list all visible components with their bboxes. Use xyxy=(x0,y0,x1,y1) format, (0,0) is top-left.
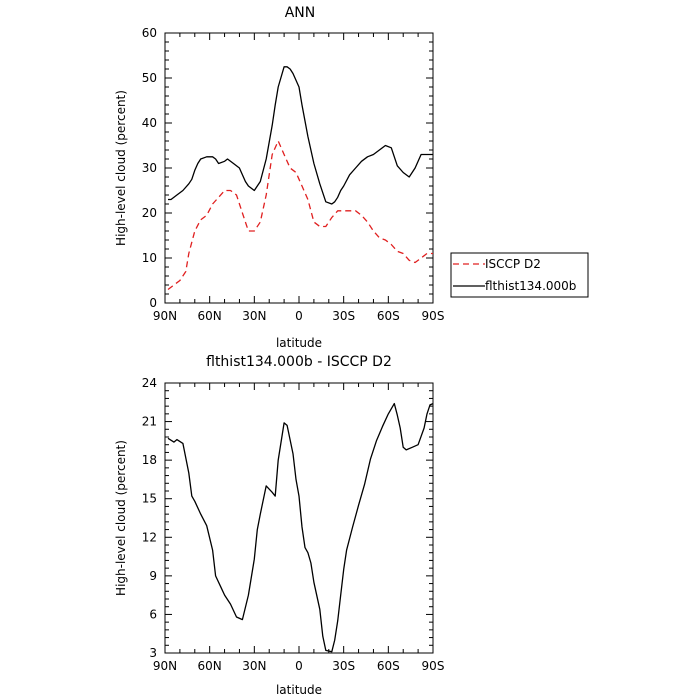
bottom-x-tick-label: 90S xyxy=(422,659,445,673)
bottom-x-tick-label: 30S xyxy=(332,659,355,673)
top-plot-frame xyxy=(164,32,434,304)
bottom-y-tick-label: 9 xyxy=(149,569,157,583)
bottom-x-tick-label: 60S xyxy=(377,659,400,673)
bottom-series-lines xyxy=(167,402,434,653)
top-x-tick-label: 90S xyxy=(422,309,445,323)
bottom-series-line-0 xyxy=(167,402,434,653)
bottom-x-axis-label: latitude xyxy=(276,683,322,697)
bottom-y-tick-label: 3 xyxy=(149,646,157,660)
top-x-tick-label: 60S xyxy=(377,309,400,323)
bottom-x-tick-label: 30N xyxy=(242,659,266,673)
top-x-tick-label: 90N xyxy=(153,309,177,323)
top-panel: ANN 90N 60N 30N 0 30S 60S 90S 0 10 20 30 40 50 60 lat… xyxy=(114,5,589,350)
bottom-y-tick-label: 15 xyxy=(142,492,157,506)
bottom-y-tick-label: 21 xyxy=(142,415,157,429)
legend: ISCCP D2 flthist134.000b xyxy=(450,252,589,298)
top-y-tick-label: 10 xyxy=(142,251,157,265)
top-chart-title: ANN xyxy=(285,5,316,21)
top-x-tick-label: 30S xyxy=(332,309,355,323)
top-series-lines xyxy=(167,66,433,291)
bottom-ticks: 90N 60N 30N 0 30S 60S 90S 3 6 9 12 15 18 21 24 xyxy=(142,376,445,673)
top-y-tick-label: 60 xyxy=(142,26,157,40)
bottom-y-tick-label: 6 xyxy=(149,607,157,621)
top-y-axis-label: High-level cloud (percent) xyxy=(114,90,128,246)
bottom-plot-frame xyxy=(164,382,434,654)
top-ticks: 90N 60N 30N 0 30S 60S 90S 0 10 20 30 40 50 60 xyxy=(142,26,445,323)
bottom-y-tick-label: 12 xyxy=(142,530,157,544)
bottom-panel: flthist134.000b - ISCCP D2 90N 60N 30N 0 30S… xyxy=(114,354,444,697)
top-y-tick-label: 40 xyxy=(142,116,157,130)
bottom-x-tick-label: 0 xyxy=(295,659,303,673)
top-y-tick-label: 0 xyxy=(149,296,157,310)
top-x-axis-label: latitude xyxy=(276,336,322,350)
bottom-y-axis-label: High-level cloud (percent) xyxy=(114,440,128,596)
top-x-tick-label: 60N xyxy=(198,309,222,323)
bottom-x-tick-label: 60N xyxy=(198,659,222,673)
bottom-y-tick-label: 24 xyxy=(142,376,157,390)
bottom-y-tick-label: 18 xyxy=(142,453,157,467)
legend-box xyxy=(450,252,589,298)
legend-label-model: flthist134.000b xyxy=(485,279,576,293)
top-x-tick-label: 30N xyxy=(242,309,266,323)
top-y-tick-label: 30 xyxy=(142,161,157,175)
top-y-tick-label: 20 xyxy=(142,206,157,220)
bottom-x-tick-label: 90N xyxy=(153,659,177,673)
legend-label-isccp: ISCCP D2 xyxy=(485,257,541,271)
top-x-tick-label: 0 xyxy=(295,309,303,323)
bottom-chart-title: flthist134.000b - ISCCP D2 xyxy=(206,354,392,370)
top-y-tick-label: 50 xyxy=(142,71,157,85)
top-series-line-1 xyxy=(168,66,433,205)
top-series-line-0 xyxy=(167,140,433,291)
